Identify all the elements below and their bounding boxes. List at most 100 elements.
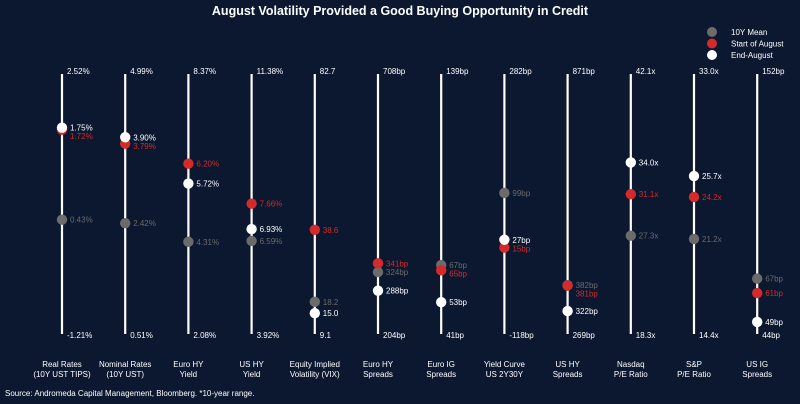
legend-label-mean: 10Y Mean bbox=[731, 28, 767, 37]
end-point bbox=[372, 285, 384, 296]
chart-title: August Volatility Provided a Good Buying… bbox=[212, 4, 589, 18]
mean-value-label: 18.2 bbox=[323, 298, 339, 307]
category-label-line1: Real Rates bbox=[42, 360, 82, 369]
range-min-label: 3.92% bbox=[257, 331, 280, 340]
mean-point bbox=[120, 217, 131, 229]
mean-point bbox=[499, 187, 510, 199]
range-max-label: 4.99% bbox=[130, 67, 153, 76]
range-max-label: 33.0x bbox=[699, 67, 719, 76]
category-label-line2: P/E Ratio bbox=[677, 370, 711, 379]
category-label-line2: Spreads bbox=[742, 370, 772, 379]
start-value-label: 15bp bbox=[512, 244, 530, 253]
mean-point bbox=[56, 214, 68, 225]
end-value-label: 6.93% bbox=[260, 225, 283, 234]
end-value-label: 34.0x bbox=[639, 158, 659, 167]
end-value-label: 15.0 bbox=[323, 309, 339, 318]
start-value-label: 7.66% bbox=[260, 200, 283, 209]
category-label-line2: (10Y UST TIPS) bbox=[33, 370, 91, 379]
category-label-line2: Yield bbox=[180, 370, 198, 379]
category-label-line2: (10Y UST) bbox=[106, 370, 144, 379]
range-min-label: 0.51% bbox=[130, 331, 153, 340]
end-value-label: 288bp bbox=[386, 287, 409, 296]
range-max-label: 139bp bbox=[446, 67, 469, 76]
start-point bbox=[183, 158, 194, 169]
mean-point bbox=[309, 296, 320, 308]
start-point bbox=[752, 287, 763, 299]
start-point bbox=[436, 265, 447, 276]
mean-value-label: 0.43% bbox=[70, 216, 93, 225]
end-point bbox=[752, 316, 763, 328]
start-value-label: 61bp bbox=[765, 289, 783, 298]
category-label-line1: Yield Curve bbox=[484, 360, 526, 369]
range-axis-4: 82.7 9.1 18.2 38.6 15.0 Equity ImpliedVolatil… bbox=[290, 67, 340, 379]
range-max-label: 708bp bbox=[383, 67, 406, 76]
legend-marker-start bbox=[707, 38, 717, 49]
end-value-label: 3.90% bbox=[133, 133, 156, 142]
range-max-label: 42.1x bbox=[636, 67, 656, 76]
mean-value-label: 99bp bbox=[512, 189, 530, 198]
end-value-label: 1.75% bbox=[70, 124, 93, 133]
legend: 10Y Mean Start of August End-August bbox=[707, 27, 784, 60]
category-label-line2: Spreads bbox=[426, 370, 456, 379]
mean-value-label: 67bp bbox=[449, 261, 467, 270]
range-max-label: 152bp bbox=[762, 67, 785, 76]
start-point bbox=[246, 198, 257, 209]
range-min-label: 204bp bbox=[383, 331, 406, 340]
category-label-line2: Spreads bbox=[553, 370, 583, 379]
end-point bbox=[562, 305, 573, 317]
range-min-label: 41bp bbox=[446, 331, 464, 340]
range-axis-10: 33.0x 14.4x 21.2x 24.2x 25.7x S&PP/E Ratio bbox=[677, 67, 721, 379]
start-value-label: 1.72% bbox=[70, 132, 93, 141]
range-max-label: 282bp bbox=[509, 67, 532, 76]
mean-value-label: 6.59% bbox=[260, 237, 283, 246]
start-value-label: 24.2x bbox=[702, 193, 722, 202]
category-label-line1: Euro IG bbox=[427, 360, 455, 369]
start-value-label: 31.1x bbox=[639, 190, 659, 199]
end-value-label: 322bp bbox=[576, 307, 599, 316]
category-label-line1: Euro HY bbox=[173, 360, 204, 369]
mean-point bbox=[752, 273, 763, 284]
range-axis-0: 2.52% -1.21% 0.43% 1.72%1.75% Real Rates(10Y… bbox=[33, 67, 92, 379]
category-label-line2: Yield bbox=[243, 370, 261, 379]
mean-value-label: 27.3x bbox=[639, 232, 659, 241]
end-point bbox=[120, 132, 131, 143]
category-label-line2: P/E Ratio bbox=[614, 370, 648, 379]
range-max-label: 2.52% bbox=[67, 67, 90, 76]
range-min-label: -118bp bbox=[509, 331, 534, 340]
mean-value-label: 2.42% bbox=[133, 219, 156, 228]
start-value-label: 65bp bbox=[449, 270, 467, 279]
legend-marker-mean bbox=[707, 27, 717, 37]
start-point bbox=[562, 280, 573, 291]
source-note: Source: Andromeda Capital Management, Bl… bbox=[5, 389, 254, 398]
category-label-line2: Volatility (VIX) bbox=[290, 370, 340, 379]
legend-label-end: End-August bbox=[731, 51, 774, 60]
mean-point bbox=[688, 233, 700, 245]
legend-marker-end bbox=[707, 50, 717, 60]
mean-point bbox=[625, 230, 636, 241]
range-min-label: 18.3x bbox=[636, 331, 656, 340]
end-value-label: 53bp bbox=[449, 298, 467, 307]
start-point bbox=[499, 242, 510, 253]
end-value-label: 25.7x bbox=[702, 172, 722, 181]
range-min-label: 9.1 bbox=[320, 331, 332, 340]
range-max-label: 8.37% bbox=[193, 67, 216, 76]
category-label-line2: Spreads bbox=[363, 370, 393, 379]
range-max-label: 11.38% bbox=[257, 67, 284, 76]
end-point bbox=[246, 223, 257, 235]
plot-area: 2.52%-1.21%0.43%1.72%1.75%Real Rates(10Y… bbox=[33, 67, 785, 379]
mean-value-label: 21.2x bbox=[702, 235, 722, 244]
category-label-line1: Equity Implied bbox=[290, 360, 340, 369]
start-value-label: 341bp bbox=[386, 259, 409, 268]
category-label-line2: US 2Y30Y bbox=[486, 370, 524, 379]
end-point bbox=[56, 122, 68, 133]
end-point bbox=[183, 178, 194, 189]
mean-point bbox=[183, 236, 194, 248]
end-point bbox=[499, 234, 510, 245]
